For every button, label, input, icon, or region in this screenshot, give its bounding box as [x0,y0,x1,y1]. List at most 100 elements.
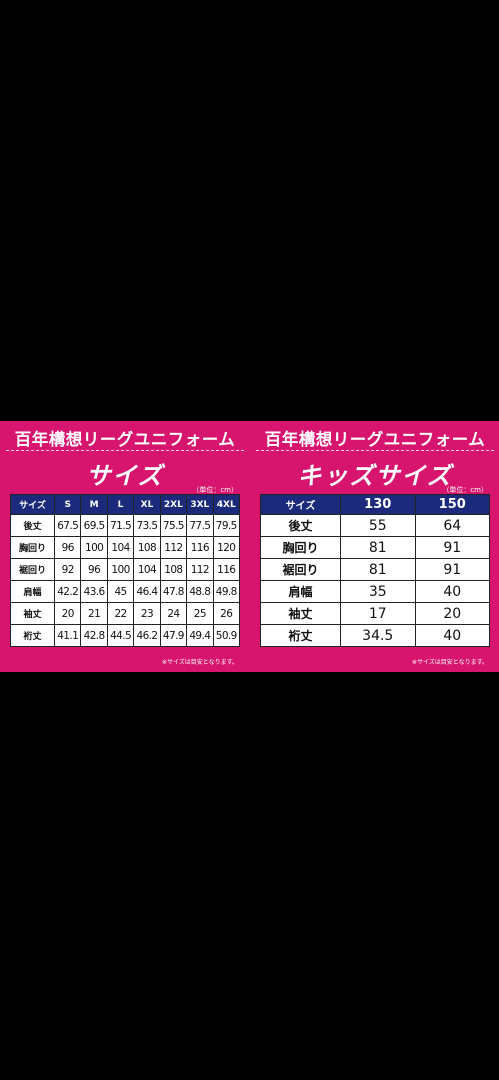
adult-size-table: サイズ S M L XL 2XL 3XL 4XL 後丈 67.5 69.5 71… [10,494,241,647]
adult-title: 百年構想リーグユニフォーム [14,430,236,449]
adult-subtitle: サイズ [86,462,164,490]
table-row: 袖丈 20 21 22 23 24 25 26 [10,602,241,625]
table-cell: 50.9 [212,624,241,647]
table-cell: 116 [212,558,241,581]
table-cell: 96 [80,558,108,581]
table-cell: 73.5 [133,514,161,537]
table-cell: 75.5 [159,514,188,537]
table-cell: 40 [414,580,490,603]
table-row: 裄丈 41.1 42.8 44.5 46.2 47.9 49.4 50.9 [10,624,241,647]
table-cell: 23 [133,602,161,625]
table-cell: 35 [340,580,416,603]
table-row: 裄丈 34.5 40 [260,624,490,647]
row-label: 裾回り [10,558,55,581]
table-cell: 81 [340,536,416,559]
adult-unit-label: （単位：cm） [192,486,238,494]
table-cell: 49.8 [212,580,241,603]
row-label: 胸回り [10,536,55,559]
row-label: 後丈 [260,514,341,537]
table-cell: 92 [53,558,82,581]
table-cell: 55 [340,514,416,537]
kids-subtitle: キッズサイズ [297,462,453,490]
table-cell: 104 [106,536,135,559]
table-cell: 25 [186,602,214,625]
adult-size-panel: 百年構想リーグユニフォーム サイズ （単位：cm） サイズ S M L XL 2… [6,421,244,672]
adult-footnote: ※サイズは目安となります。 [161,659,238,666]
table-cell: 96 [53,536,82,559]
table-row: 肩幅 35 40 [260,580,490,603]
table-cell: 112 [159,536,188,559]
header-cell: L [106,494,135,515]
table-cell: 43.6 [80,580,108,603]
table-cell: 47.8 [159,580,188,603]
header-cell: 2XL [159,494,188,515]
table-cell: 46.2 [133,624,161,647]
table-cell: 67.5 [53,514,82,537]
table-cell: 20 [414,602,490,625]
table-cell: 48.8 [186,580,214,603]
table-cell: 108 [159,558,188,581]
table-cell: 91 [414,536,490,559]
row-label: 袖丈 [10,602,55,625]
kids-header-row: サイズ 130 150 [260,494,490,515]
adult-header-row: サイズ S M L XL 2XL 3XL 4XL [10,494,241,515]
table-cell: 26 [212,602,241,625]
table-cell: 22 [106,602,135,625]
table-row: 裾回り 81 91 [260,558,490,581]
header-cell: 4XL [212,494,241,515]
table-cell: 91 [414,558,490,581]
row-label: 裄丈 [260,624,341,647]
header-cell: 3XL [186,494,214,515]
table-cell: 108 [133,536,161,559]
row-label: 袖丈 [260,602,341,625]
table-cell: 64 [414,514,490,537]
table-row: 裾回り 92 96 100 104 108 112 116 [10,558,241,581]
table-row: 胸回り 96 100 104 108 112 116 120 [10,536,241,559]
table-row: 袖丈 17 20 [260,602,490,625]
table-cell: 104 [133,558,161,581]
table-cell: 17 [340,602,416,625]
table-row: 後丈 67.5 69.5 71.5 73.5 75.5 77.5 79.5 [10,514,241,537]
table-cell: 69.5 [80,514,108,537]
row-label: 裄丈 [10,624,55,647]
table-cell: 40 [414,624,490,647]
table-row: 後丈 55 64 [260,514,490,537]
header-cell: サイズ [260,494,341,515]
table-row: 肩幅 42.2 43.6 45 46.4 47.8 48.8 49.8 [10,580,241,603]
table-cell: 116 [186,536,214,559]
header-cell: S [53,494,82,515]
table-cell: 77.5 [186,514,214,537]
table-cell: 79.5 [212,514,241,537]
table-cell: 42.8 [80,624,108,647]
table-cell: 120 [212,536,241,559]
table-cell: 100 [106,558,135,581]
header-cell: 130 [340,494,416,515]
table-cell: 49.4 [186,624,214,647]
row-label: 肩幅 [260,580,341,603]
table-cell: 20 [53,602,82,625]
kids-title: 百年構想リーグユニフォーム [264,430,486,449]
row-label: 肩幅 [10,580,55,603]
header-cell: XL [133,494,161,515]
kids-unit-label: （単位：cm） [442,486,488,494]
table-cell: 41.1 [53,624,82,647]
header-cell: 150 [414,494,490,515]
table-row: 胸回り 81 91 [260,536,490,559]
row-label: 後丈 [10,514,55,537]
row-label: 胸回り [260,536,341,559]
table-cell: 21 [80,602,108,625]
table-cell: 24 [159,602,188,625]
kids-size-table: サイズ 130 150 後丈 55 64 胸回り 81 91 裾回り [260,494,490,647]
table-cell: 34.5 [340,624,416,647]
table-cell: 45 [106,580,135,603]
row-label: 裾回り [260,558,341,581]
header-cell: サイズ [10,494,55,515]
kids-title-divider [256,450,494,451]
table-cell: 100 [80,536,108,559]
table-cell: 42.2 [53,580,82,603]
adult-title-divider [6,450,244,451]
size-chart-banner: 百年構想リーグユニフォーム サイズ （単位：cm） サイズ S M L XL 2… [0,421,499,672]
table-cell: 81 [340,558,416,581]
table-cell: 71.5 [106,514,135,537]
kids-footnote: ※サイズは目安となります。 [411,659,488,666]
